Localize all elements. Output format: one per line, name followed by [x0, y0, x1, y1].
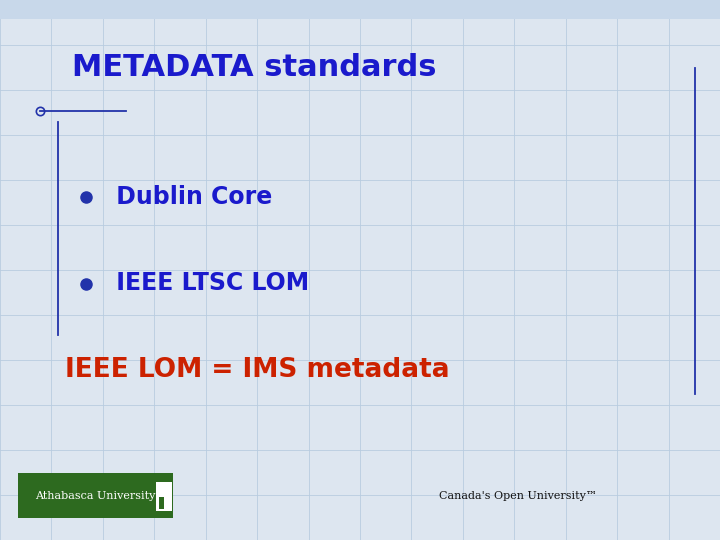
FancyBboxPatch shape	[156, 482, 172, 511]
Text: Canada's Open University™: Canada's Open University™	[439, 491, 598, 501]
FancyBboxPatch shape	[0, 0, 720, 19]
Text: IEEE LOM = IMS metadata: IEEE LOM = IMS metadata	[65, 357, 449, 383]
Text: Athabasca University: Athabasca University	[35, 491, 156, 501]
Text: IEEE LTSC LOM: IEEE LTSC LOM	[108, 272, 309, 295]
Text: METADATA standards: METADATA standards	[72, 53, 436, 82]
FancyBboxPatch shape	[159, 497, 164, 509]
FancyBboxPatch shape	[18, 472, 173, 518]
Text: Dublin Core: Dublin Core	[108, 185, 272, 209]
